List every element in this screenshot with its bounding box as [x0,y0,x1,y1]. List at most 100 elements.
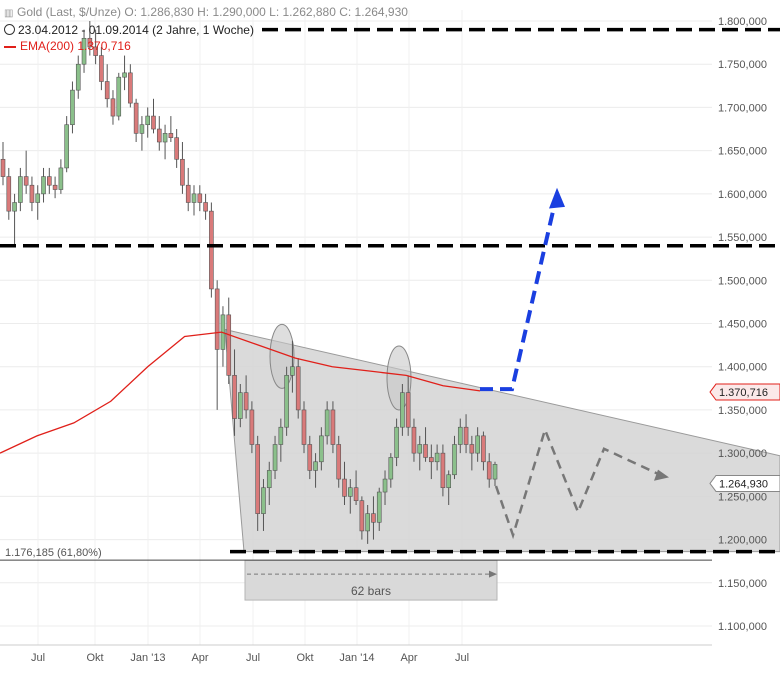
y-tick-label: 1.550,000 [718,232,767,244]
candle-body [122,72,127,78]
candle-body [249,409,255,445]
fib-label: 1.176,185 (61,80%) [5,547,102,559]
candle-body [116,76,122,117]
triangle-pattern [224,328,780,553]
candle-body [475,435,480,454]
candle-body [99,55,104,82]
candle-body [353,487,359,501]
candle-body [139,124,145,134]
candle-body [376,491,382,523]
candle-body [336,444,342,480]
date-range: 23.04.2012 - 01.09.2014 (2 Jahre, 1 Woch… [18,23,254,37]
candle-body [151,115,156,130]
ema-line [0,331,481,454]
y-tick-label: 1.450,000 [718,319,767,331]
price-labels: 1.370,716 1.264,930 [709,383,780,492]
candle-body [457,426,463,445]
candle-body [128,72,133,104]
candle-body [191,193,197,203]
candle-body [87,37,93,48]
y-tick-label: 1.350,000 [718,405,767,417]
candle-body [469,444,475,454]
candle-body [388,457,394,480]
candle-body [70,89,75,126]
candle-body [371,513,376,523]
x-tick-label: Jul [246,652,260,664]
candle-body [278,426,284,445]
pattern-shapes: 62 bars 1.176,185 (61,80%) [0,323,780,601]
candle-body [261,487,266,514]
candle-body [180,158,185,186]
candle-body [232,375,237,419]
candle-body [347,487,353,497]
candle-body [411,426,417,454]
candle-body [324,409,330,437]
ema-legend-swatch [4,45,16,48]
candle-body [23,176,29,186]
candle-body [29,184,35,203]
candle-body [486,461,492,480]
y-axis: 1.800,000 1.750,000 1.700,000 1.650,000 1.60… [718,16,767,633]
candle-body [197,193,203,203]
y-tick-label: 1.500,000 [718,275,767,287]
candle-body [209,210,214,290]
projection-arrows [480,187,669,540]
candle-body [255,444,260,514]
candle-body [41,176,46,195]
candle-body [145,115,151,126]
x-tick-label: Jan '14 [339,652,374,664]
chart-header: ▥ Gold (Last, $/Unze) O: 1.286,830 H: 1.2… [4,4,408,54]
candle-body [226,314,232,376]
candle-body [156,128,162,143]
y-tick-label: 1.800,000 [718,16,767,28]
x-tick-label: Jan '13 [130,652,165,664]
candle-body [417,444,423,454]
y-tick-label: 1.250,000 [718,491,767,503]
candle-body [382,478,388,493]
y-tick-label: 1.200,000 [718,535,767,547]
candles [0,21,498,544]
candle-body [429,457,434,463]
bullish-breakout-arrow [480,193,559,392]
x-tick-label: Jul [31,652,45,664]
candle-body [52,184,58,190]
x-tick-label: Okt [86,652,103,664]
candle-body [81,37,87,65]
candle-body [133,102,139,134]
ohlc-values: O: 1.286,830 H: 1.290,000 L: 1.262,880 C… [124,5,408,19]
candle-body [93,46,98,56]
range-arrowhead [654,469,669,481]
candle-body [319,435,324,463]
x-tick-label: Jul [455,652,469,664]
candle-body [365,513,370,532]
candle-body [290,366,295,376]
y-tick-label: 1.300,000 [718,448,767,460]
ema-value: 1.370,716 [77,39,131,53]
candle-body [238,392,243,419]
gold-icon: ▥ [4,8,14,19]
price-tag [709,474,780,492]
candle-body [463,426,469,445]
horizontal-levels [0,27,780,554]
bars-count-arrowhead [489,570,497,578]
x-tick-label: Apr [191,652,208,664]
candle-body [452,444,457,476]
x-tick-label: Apr [400,652,417,664]
bullish-arrowhead [549,187,565,209]
price-tag-label: 1.264,930 [719,478,768,490]
candle-body [405,392,411,428]
candle-body [0,158,6,177]
candle-body [330,409,336,445]
y-tick-label: 1.700,000 [718,102,767,114]
candle-body [446,474,451,489]
candle-body [272,444,278,471]
candle-body [18,176,23,203]
candle-body [75,63,81,91]
price-tag-label: 1.370,716 [719,387,768,399]
candle-body [394,426,399,458]
candle-body [214,288,220,350]
candle-body [481,435,486,463]
highlight-ellipse [386,345,412,411]
